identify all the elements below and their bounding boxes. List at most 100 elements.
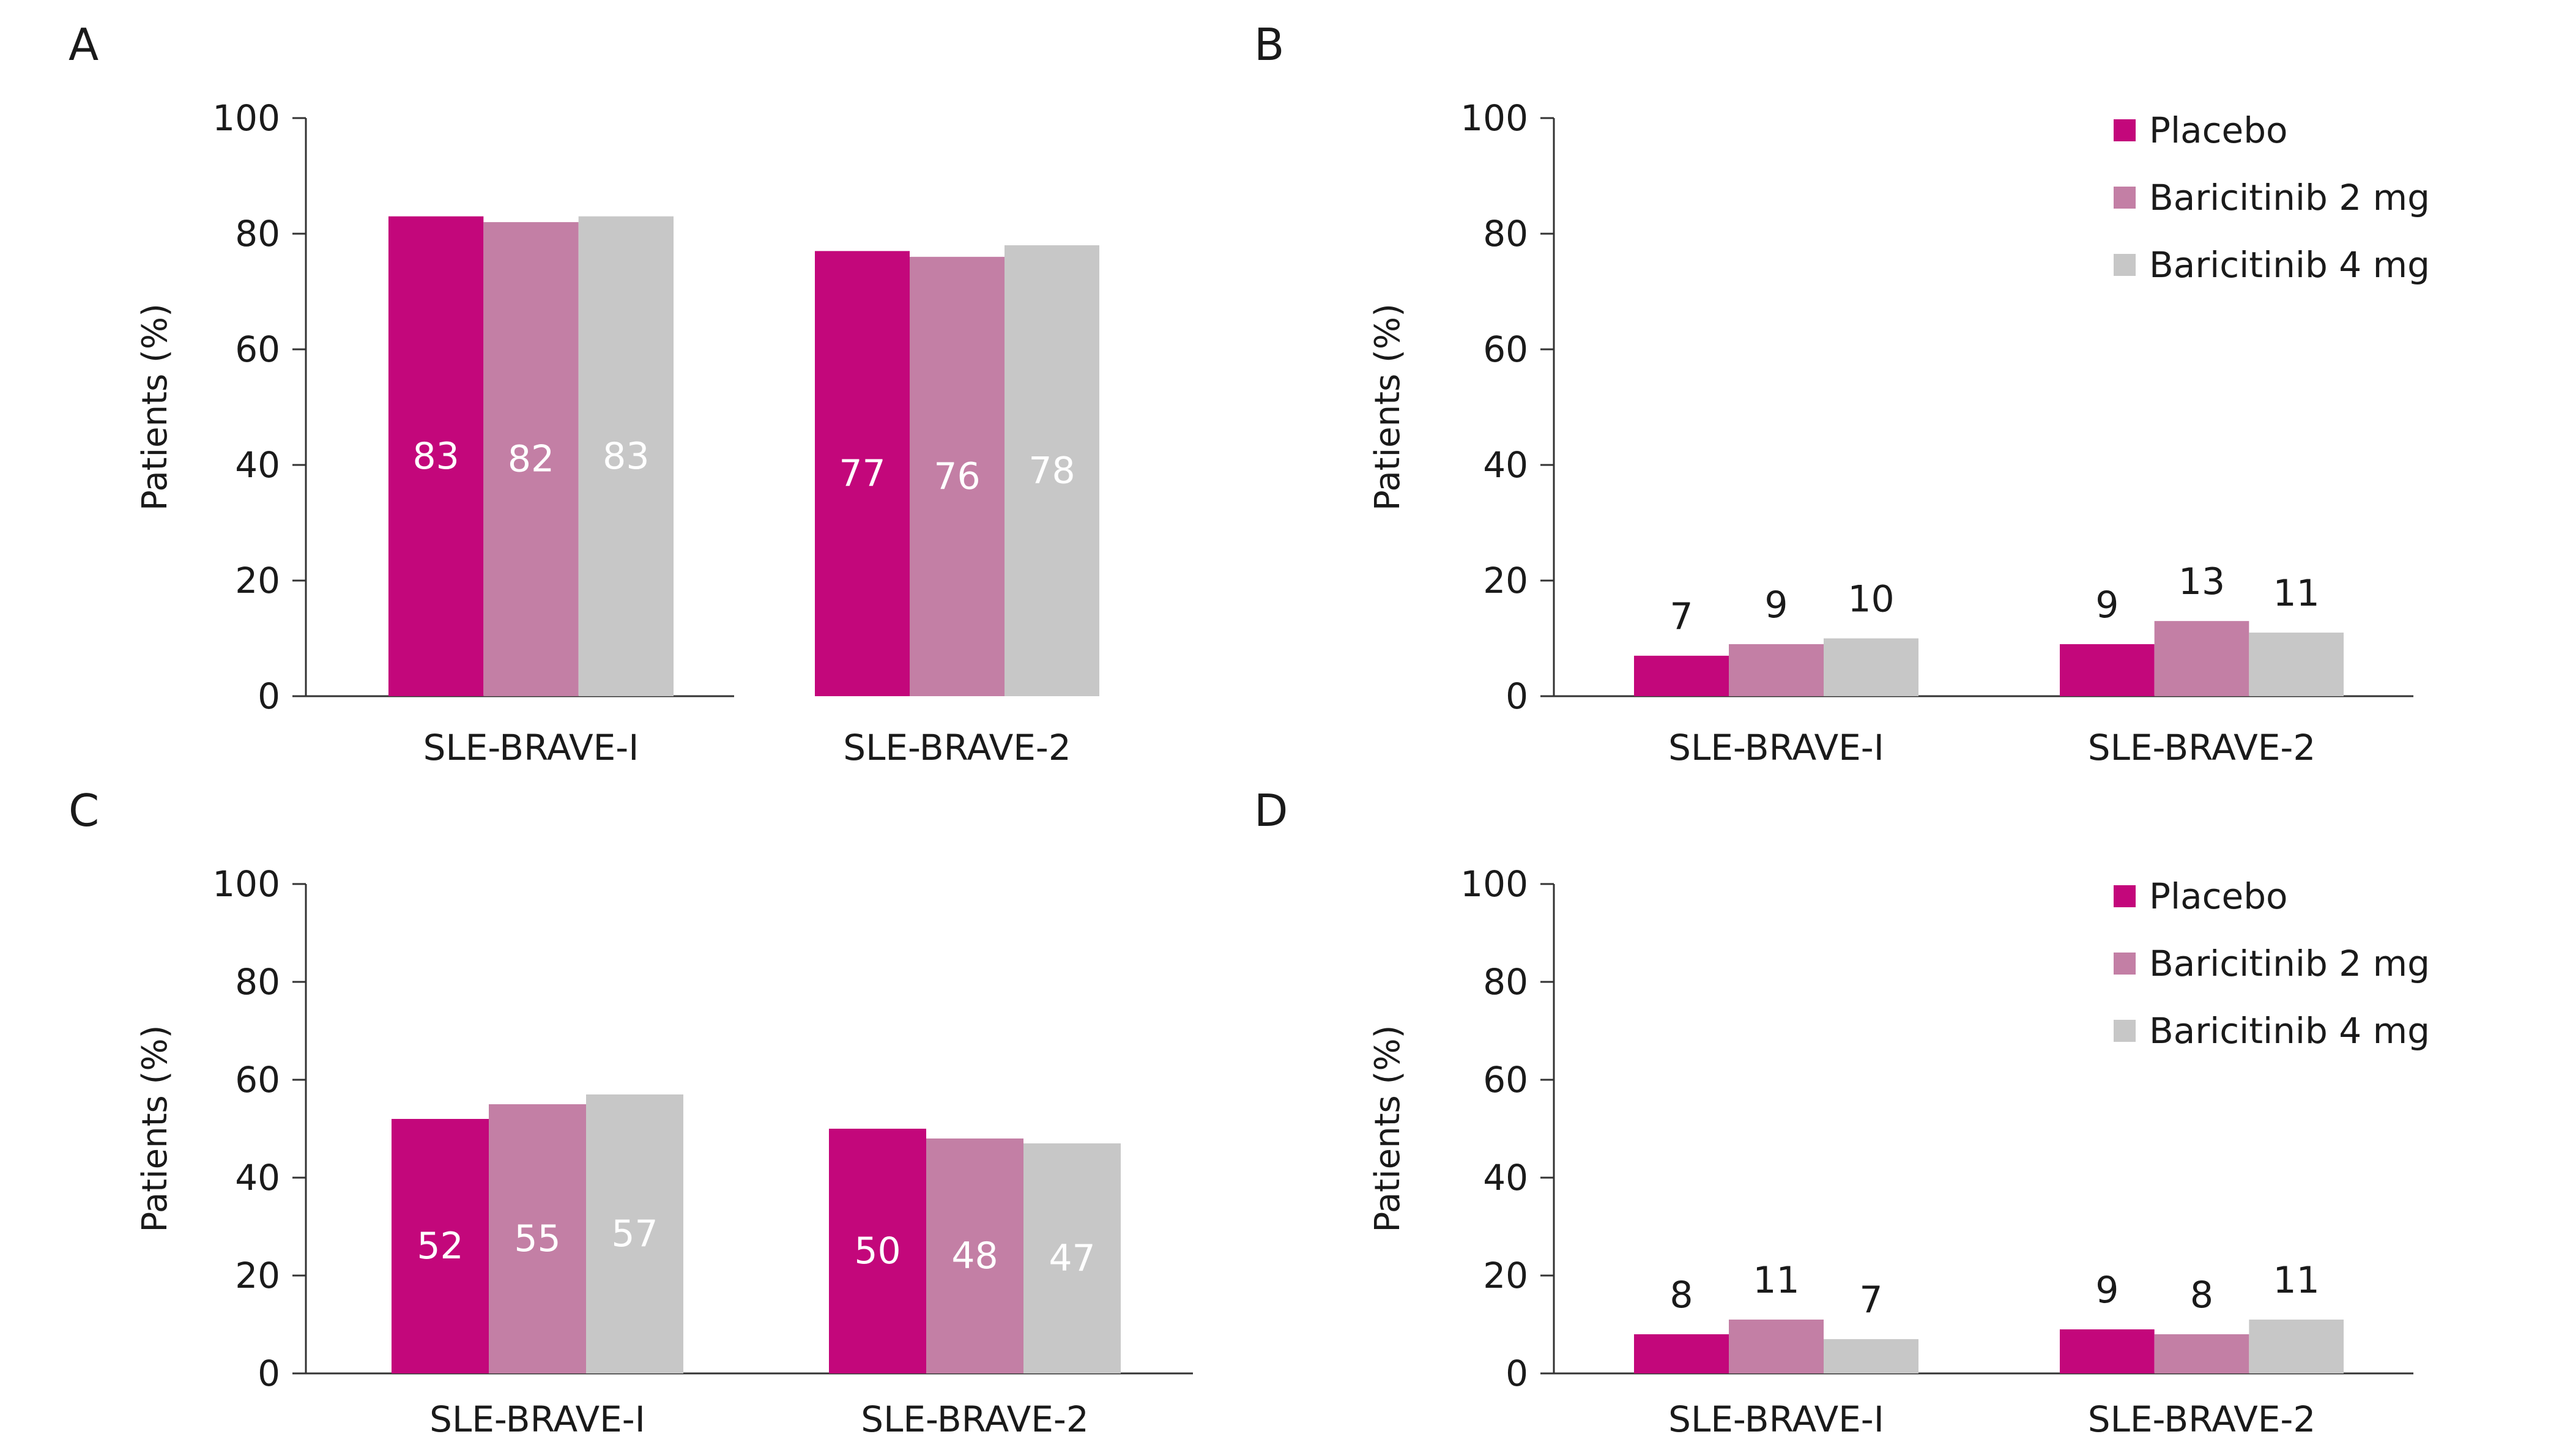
panel-letter: C bbox=[69, 785, 99, 836]
legend-swatch bbox=[2114, 119, 2136, 141]
panel-letter: A bbox=[69, 19, 98, 70]
y-axis-label: Patients (%) bbox=[1368, 303, 1408, 511]
data-label: 8 bbox=[1669, 1274, 1693, 1317]
x-tick-label: SLE-BRAVE-2 bbox=[2088, 727, 2316, 768]
bar-c-0-2 bbox=[586, 1094, 683, 1373]
y-tick-label: 100 bbox=[212, 863, 280, 905]
y-tick-label: 0 bbox=[258, 1353, 280, 1394]
bar-b-1-1 bbox=[2154, 621, 2249, 696]
x-tick-label: SLE-BRAVE-2 bbox=[843, 727, 1071, 768]
y-tick-label: 20 bbox=[1483, 1255, 1528, 1296]
data-label: 9 bbox=[2095, 1269, 2119, 1312]
y-tick-label: 80 bbox=[1483, 961, 1528, 1003]
bar-a-1-0 bbox=[815, 251, 910, 697]
bar-a-0-0 bbox=[388, 216, 484, 696]
legend-swatch bbox=[2114, 254, 2136, 276]
bar-c-0-0 bbox=[392, 1119, 489, 1373]
data-label: 11 bbox=[1753, 1259, 1799, 1302]
data-label: 10 bbox=[1848, 578, 1894, 621]
legend: Placebo Baricitinib 2 mg Baricitinib 4 mg bbox=[2114, 110, 2430, 286]
bar-d-1-1 bbox=[2154, 1334, 2249, 1373]
y-tick-label: 0 bbox=[1506, 1353, 1528, 1394]
data-label: 57 bbox=[611, 1213, 658, 1255]
y-tick-label: 80 bbox=[1483, 213, 1528, 254]
y-tick-label: 60 bbox=[235, 1059, 280, 1101]
data-label: 13 bbox=[2178, 560, 2225, 603]
y-tick-label: 0 bbox=[258, 675, 280, 717]
bar-d-1-2 bbox=[2249, 1320, 2344, 1373]
bar-c-1-1 bbox=[926, 1138, 1023, 1373]
legend: Placebo Baricitinib 2 mg Baricitinib 4 mg bbox=[2114, 875, 2430, 1052]
data-label: 76 bbox=[934, 455, 980, 498]
bar-b-0-2 bbox=[1824, 638, 1918, 696]
y-tick-label: 40 bbox=[235, 444, 280, 486]
panel-c: C Patients (%) 0 20 40 60 80 100 52 55 57 SLE-BRAVE… bbox=[69, 785, 1193, 1440]
data-label: 78 bbox=[1028, 449, 1075, 492]
bar-c-1-2 bbox=[1023, 1143, 1121, 1373]
legend-entry: Placebo bbox=[2149, 875, 2288, 917]
bar-d-0-2 bbox=[1824, 1339, 1918, 1373]
panel-a: A Patients (%) 0 20 40 60 80 100 83 82 83 SLE-BRAVE… bbox=[69, 19, 1099, 768]
panel-letter: B bbox=[1254, 19, 1284, 70]
legend-swatch bbox=[2114, 885, 2136, 907]
bar-a-0-1 bbox=[483, 222, 579, 697]
data-label: 83 bbox=[603, 435, 649, 478]
y-tick-label: 60 bbox=[1483, 1059, 1528, 1101]
bar-d-1-0 bbox=[2060, 1329, 2155, 1373]
data-label: 8 bbox=[2190, 1274, 2213, 1317]
y-tick-label: 20 bbox=[1483, 560, 1528, 601]
data-label: 11 bbox=[2273, 1259, 2319, 1302]
data-label: 7 bbox=[1859, 1279, 1882, 1321]
data-label: 47 bbox=[1049, 1237, 1095, 1280]
bar-d-0-0 bbox=[1634, 1334, 1729, 1373]
panel-d: D Patients (%) 0 20 40 60 80 100 8 11 7 SLE-BRAVE-I… bbox=[1254, 785, 2430, 1440]
data-label: 48 bbox=[951, 1235, 998, 1277]
data-label: 11 bbox=[2273, 572, 2319, 615]
y-tick-label: 20 bbox=[235, 560, 280, 601]
data-label: 52 bbox=[417, 1225, 463, 1268]
legend-entry: Baricitinib 2 mg bbox=[2149, 943, 2430, 984]
panel-b: B Patients (%) 0 20 40 60 80 100 7 9 10 SLE-BRAVE-I… bbox=[1254, 19, 2430, 768]
data-label: 82 bbox=[508, 438, 554, 481]
legend-swatch bbox=[2114, 187, 2136, 209]
y-tick-label: 80 bbox=[235, 961, 280, 1003]
legend-entry: Baricitinib 2 mg bbox=[2149, 177, 2430, 218]
legend-entry: Baricitinib 4 mg bbox=[2149, 1010, 2430, 1052]
bar-d-0-1 bbox=[1729, 1320, 1824, 1373]
panel-letter: D bbox=[1254, 785, 1288, 836]
data-label: 50 bbox=[854, 1230, 901, 1272]
bar-b-0-0 bbox=[1634, 655, 1729, 696]
y-tick-label: 80 bbox=[235, 213, 280, 254]
y-tick-label: 100 bbox=[1460, 863, 1528, 905]
x-tick-label: SLE-BRAVE-I bbox=[429, 1398, 645, 1440]
data-label: 7 bbox=[1669, 595, 1693, 638]
bar-a-0-2 bbox=[578, 216, 674, 696]
bar-b-0-1 bbox=[1729, 644, 1824, 696]
y-tick-label: 20 bbox=[235, 1255, 280, 1296]
x-tick-label: SLE-BRAVE-2 bbox=[2088, 1398, 2316, 1440]
y-axis-label: Patients (%) bbox=[1368, 1025, 1408, 1233]
y-axis-label: Patients (%) bbox=[135, 1025, 175, 1233]
y-tick-label: 60 bbox=[235, 329, 280, 370]
x-tick-label: SLE-BRAVE-I bbox=[423, 727, 639, 768]
y-tick-label: 40 bbox=[235, 1157, 280, 1198]
x-tick-label: SLE-BRAVE-I bbox=[1668, 727, 1884, 768]
data-label: 55 bbox=[514, 1217, 560, 1260]
data-label: 9 bbox=[2095, 584, 2119, 626]
legend-swatch bbox=[2114, 953, 2136, 975]
data-label: 77 bbox=[839, 452, 885, 495]
y-tick-label: 0 bbox=[1506, 675, 1528, 717]
y-axis-label: Patients (%) bbox=[135, 303, 175, 511]
legend-swatch bbox=[2114, 1020, 2136, 1042]
bar-c-0-1 bbox=[489, 1104, 586, 1373]
y-tick-label: 100 bbox=[1460, 97, 1528, 139]
y-tick-label: 60 bbox=[1483, 329, 1528, 370]
bar-a-1-1 bbox=[910, 256, 1005, 696]
data-label: 83 bbox=[412, 435, 459, 478]
x-tick-label: SLE-BRAVE-2 bbox=[861, 1398, 1089, 1440]
bar-a-1-2 bbox=[1005, 245, 1099, 696]
bar-b-1-0 bbox=[2060, 644, 2155, 696]
data-label: 9 bbox=[1764, 584, 1788, 626]
y-tick-label: 100 bbox=[212, 97, 280, 139]
